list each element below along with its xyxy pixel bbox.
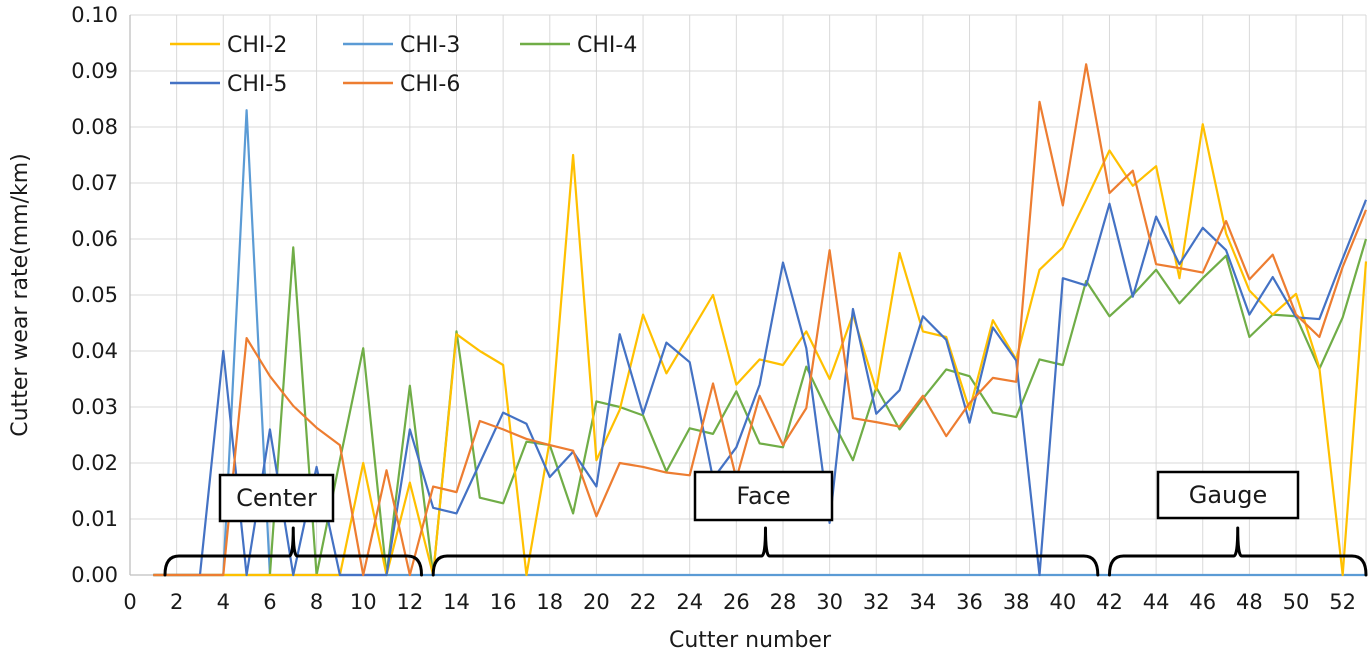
x-tick-label: 12 [396,590,423,614]
x-tick-label: 2 [170,590,183,614]
y-tick-label: 0.08 [71,115,118,139]
x-tick-label: 20 [583,590,610,614]
zone-label: Center [236,484,317,512]
y-tick-label: 0.04 [71,339,118,363]
y-tick-label: 0.05 [71,283,118,307]
legend-label: CHI-5 [227,72,287,97]
zone-label-box [218,473,335,523]
x-tick-label: 50 [1283,590,1310,614]
x-tick-label: 24 [676,590,703,614]
x-tick-label: 18 [536,590,563,614]
x-tick-label: 26 [723,590,750,614]
x-tick-label: 10 [350,590,377,614]
x-tick-label: 16 [490,590,517,614]
legend: CHI-2 CHI-3 CHI-4 CHI-5 CHI-6 [170,33,637,97]
x-tick-label: 46 [1189,590,1216,614]
axes: 0.00 0.01 0.02 0.03 0.04 0.05 0.06 0.07 0.08 0.09… [71,3,1366,614]
series-line-chi-5 [153,199,1368,577]
legend-label: CHI-6 [400,72,460,97]
series-line-chi-6 [153,63,1368,577]
x-tick-label: 0 [123,590,136,614]
x-tick-label: 40 [1049,590,1076,614]
legend-label: CHI-2 [227,33,287,58]
legend-label: CHI-4 [577,33,637,58]
y-tick-label: 0.03 [71,395,118,419]
y-tick-label: 0.06 [71,227,118,251]
zone-brace [163,526,424,577]
series-line-chi-4 [153,238,1368,577]
zone-label: Face [736,482,790,510]
x-tick-label: 8 [310,590,323,614]
x-tick-label: 38 [1003,590,1030,614]
x-tick-label: 52 [1329,590,1356,614]
x-tick-label: 14 [443,590,470,614]
legend-label: CHI-3 [400,33,460,58]
y-tick-label: 0.07 [71,171,118,195]
zone-brace [431,526,1100,577]
zone-annotations: Center Face Gauge [163,470,1368,577]
zone-brace [1107,526,1368,577]
series-lines [153,63,1368,577]
y-tick-label: 0.01 [71,507,118,531]
x-tick-label: 28 [770,590,797,614]
x-tick-label: 36 [956,590,983,614]
y-axis-title: Cutter wear rate(mm/km) [8,153,33,436]
x-tick-label: 32 [863,590,890,614]
x-tick-label: 22 [630,590,657,614]
y-tick-label: 0.00 [71,563,118,587]
y-tick-label: 0.02 [71,451,118,475]
y-tick-label: 0.10 [71,3,118,27]
x-tick-label: 4 [217,590,230,614]
x-tick-label: 34 [910,590,937,614]
x-tick-label: 48 [1236,590,1263,614]
series-line-chi-2 [153,123,1368,577]
zone-label-box [1156,470,1300,520]
x-axis-title: Cutter number [669,628,832,653]
x-tick-label: 44 [1143,590,1170,614]
zone-label-box [693,470,834,522]
x-tick-label: 30 [816,590,843,614]
zone-label: Gauge [1189,481,1268,509]
y-tick-label: 0.09 [71,59,118,83]
x-tick-label: 6 [263,590,276,614]
x-tick-label: 42 [1096,590,1123,614]
